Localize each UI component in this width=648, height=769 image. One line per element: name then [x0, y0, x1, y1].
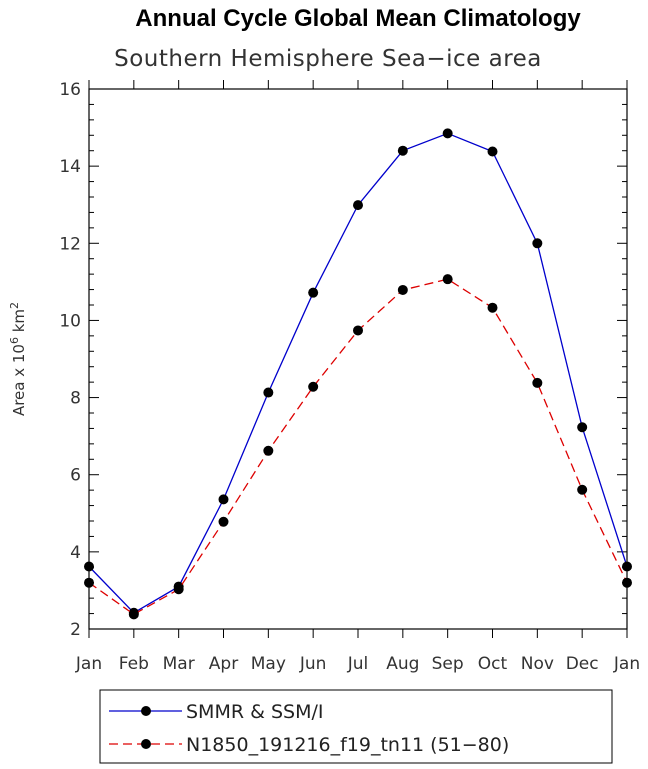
series-2-point — [397, 284, 408, 295]
y-axis-label: Area x 106 km2 — [8, 302, 28, 416]
series-1-point — [622, 561, 632, 572]
series-1-point — [442, 128, 453, 139]
y-tick-label: 8 — [70, 389, 81, 409]
x-tick-label: Aug — [386, 654, 419, 674]
chart-title: Annual Cycle Global Mean Climatology — [135, 5, 581, 32]
y-tick-label: 12 — [59, 234, 81, 254]
x-tick-label: Feb — [119, 654, 149, 674]
chart-subtitle: Southern Hemisphere Sea−ice area — [114, 46, 542, 72]
y-axis: 2 4 6 8 10 12 14 16 — [59, 80, 627, 640]
x-tick-label: Mar — [163, 654, 195, 674]
legend-box — [99, 689, 613, 764]
series-2-point — [487, 302, 498, 313]
legend-marker-1 — [141, 706, 151, 716]
y-axis-label-exponent-2: 2 — [8, 302, 21, 309]
plot-frame — [88, 88, 628, 630]
x-tick-label: Sep — [432, 654, 464, 674]
series-1-point — [487, 146, 498, 157]
series-1-point — [397, 145, 408, 156]
series-2-point — [218, 516, 229, 527]
series-2-point — [173, 584, 184, 595]
x-tick-label: Jan — [613, 654, 640, 674]
series-2-point — [442, 274, 453, 285]
series-2-point — [622, 577, 632, 588]
x-tick-label: Dec — [566, 654, 599, 674]
x-axis: Jan Feb Mar Apr May Jun Jul Aug Sep Oct Nov Dec Jan — [75, 80, 640, 674]
series-2-point — [577, 484, 588, 495]
series-1-point — [577, 422, 588, 433]
series-2-point — [308, 381, 319, 392]
x-tick-label: May — [251, 654, 286, 674]
series-1-point — [263, 387, 274, 398]
series-2-point — [128, 609, 139, 620]
x-tick-label: Nov — [521, 654, 554, 674]
y-axis-label-unit: km — [10, 309, 28, 337]
legend: SMMR & SSM/I N1850_191216_f19_tn11 (51−80… — [99, 689, 613, 764]
legend-label-1: SMMR & SSM/I — [186, 701, 323, 723]
y-tick-label: 4 — [70, 543, 81, 563]
series-1-point — [532, 238, 543, 249]
series-lines — [84, 128, 632, 620]
series-1-point — [308, 287, 319, 298]
y-tick-label: 16 — [59, 80, 81, 100]
y-tick-label: 14 — [59, 157, 81, 177]
y-axis-label-exponent-1: 6 — [8, 337, 21, 344]
series-2-point — [263, 445, 274, 456]
series-1-point — [84, 561, 94, 572]
series-1-point — [218, 494, 229, 505]
y-axis-label-prefix: Area x 10 — [10, 344, 28, 416]
legend-label-2: N1850_191216_f19_tn11 (51−80) — [186, 734, 509, 756]
series-2-point — [532, 377, 543, 388]
y-tick-label: 10 — [59, 311, 81, 331]
series-2-point — [84, 577, 94, 588]
x-tick-label: Jan — [75, 654, 102, 674]
y-tick-label: 6 — [70, 466, 81, 486]
series-2-point — [353, 325, 363, 336]
x-tick-label: Oct — [478, 654, 508, 674]
series-1-point — [353, 200, 363, 211]
x-tick-label: Jul — [347, 654, 369, 674]
x-tick-label: Apr — [209, 654, 238, 674]
legend-marker-2 — [141, 739, 151, 749]
x-tick-label: Jun — [299, 654, 327, 674]
y-tick-label: 2 — [70, 620, 81, 640]
